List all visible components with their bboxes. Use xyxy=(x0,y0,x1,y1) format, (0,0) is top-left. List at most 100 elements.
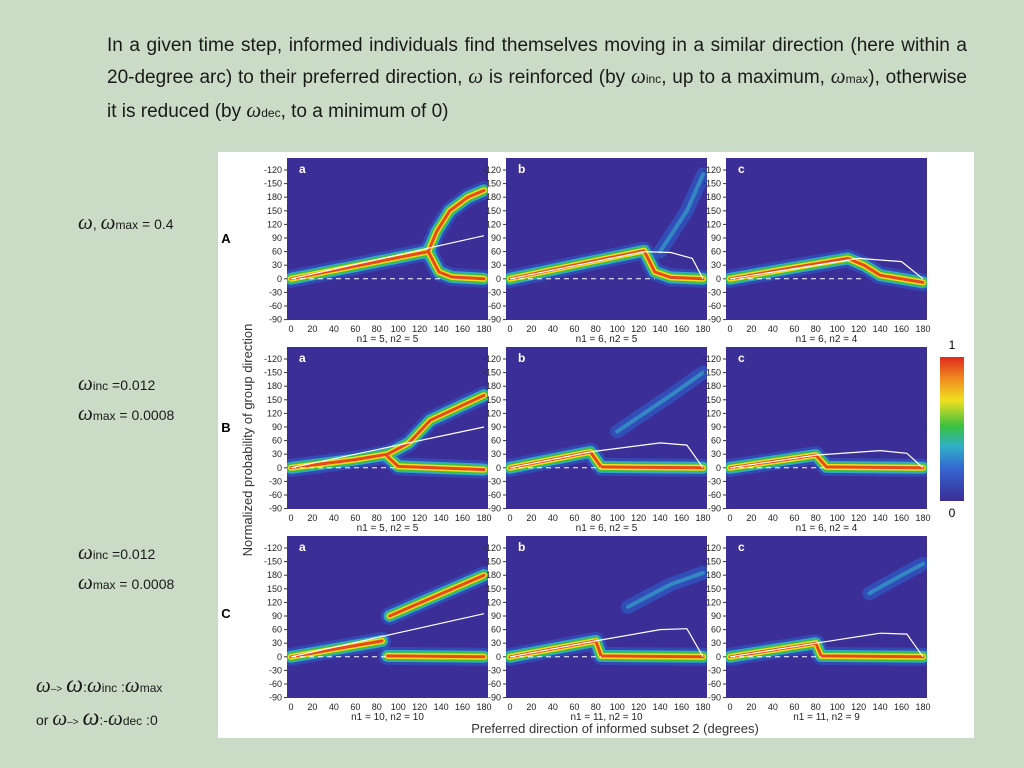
y-tick-label: 0 xyxy=(716,463,721,473)
x-tick-label: 60 xyxy=(350,324,360,334)
y-tick-label: 120 xyxy=(486,597,501,607)
y-tick-label: 180 xyxy=(706,192,721,202)
symbol: ω xyxy=(78,401,93,425)
symbol: ω xyxy=(36,673,51,697)
row-label: A xyxy=(221,231,231,246)
y-tick-label: 150 xyxy=(486,395,501,405)
x-tick-label: 60 xyxy=(569,702,579,712)
x-tick-label: 180 xyxy=(695,513,710,523)
x-tick-label: 180 xyxy=(915,324,930,334)
heatmap xyxy=(287,181,488,288)
y-tick-label: 120 xyxy=(706,219,721,229)
y-tick-label: 0 xyxy=(716,652,721,662)
x-tick-label: 160 xyxy=(674,702,689,712)
y-tick-label: 60 xyxy=(491,625,501,635)
x-tick-label: 180 xyxy=(915,702,930,712)
heatmap xyxy=(287,566,488,666)
y-tick-label: 120 xyxy=(706,597,721,607)
probability-band xyxy=(726,449,927,474)
y-tick-label: -150 xyxy=(264,557,282,567)
heatmap xyxy=(726,556,927,666)
x-tick-label: 140 xyxy=(873,702,888,712)
x-tick-label: 120 xyxy=(851,513,866,523)
annotation: ωinc =0.012 xyxy=(78,371,155,396)
y-tick-label: 30 xyxy=(491,449,501,459)
x-tick-label: 120 xyxy=(851,324,866,334)
x-tick-label: 80 xyxy=(811,513,821,523)
probability-band xyxy=(385,570,488,621)
y-tick-label: -30 xyxy=(269,476,282,486)
y-tick-label: 180 xyxy=(486,381,501,391)
panel-caption: n1 = 10, n2 = 10 xyxy=(351,712,424,723)
x-tick-label: 80 xyxy=(372,324,382,334)
x-tick-label: 20 xyxy=(307,324,317,334)
probability-band xyxy=(507,637,706,660)
x-tick-label: 40 xyxy=(329,702,339,712)
text: , xyxy=(92,216,101,232)
y-tick-label: -60 xyxy=(488,490,501,500)
white-line xyxy=(290,613,485,658)
text: :- xyxy=(99,712,108,728)
y-tick-label: 60 xyxy=(491,436,501,446)
text: : xyxy=(117,679,125,695)
white-line xyxy=(290,426,485,469)
heatmap xyxy=(287,386,488,479)
probability-band xyxy=(288,248,432,282)
x-tick-label: 0 xyxy=(288,702,293,712)
y-tick-label: 90 xyxy=(491,422,501,432)
y-tick-label: 0 xyxy=(277,652,282,662)
x-tick-label: 100 xyxy=(391,513,406,523)
y-tick-label: -120 xyxy=(703,354,721,364)
x-tick-label: 120 xyxy=(412,513,427,523)
panel-letter: a xyxy=(299,162,306,176)
probability-band xyxy=(508,639,705,659)
y-tick-label: 180 xyxy=(486,570,501,580)
x-tick-label: 120 xyxy=(631,702,646,712)
text: = 0.0008 xyxy=(115,576,175,592)
probability-band xyxy=(506,445,707,474)
probability-band xyxy=(287,636,387,662)
x-tick-label: 160 xyxy=(455,702,470,712)
white-line xyxy=(729,632,924,658)
x-tick-label: 20 xyxy=(746,324,756,334)
y-tick-label: -60 xyxy=(708,679,721,689)
y-tick-label: -150 xyxy=(483,557,501,567)
probability-band xyxy=(287,631,392,666)
panel-letter: c xyxy=(738,351,745,365)
y-tick-label: 120 xyxy=(267,597,282,607)
y-tick-label: -150 xyxy=(703,557,721,567)
subscript: max xyxy=(115,218,139,232)
y-tick-label: 90 xyxy=(491,611,501,621)
probability-band xyxy=(507,448,706,471)
y-tick-label: 30 xyxy=(711,449,721,459)
x-tick-label: 100 xyxy=(610,324,625,334)
y-tick-label: -90 xyxy=(488,504,501,514)
panel-caption: n1 = 11, n2 = 10 xyxy=(570,712,643,723)
y-tick-label: -150 xyxy=(483,368,501,378)
x-tick-label: 180 xyxy=(695,324,710,334)
y-tick-label: -60 xyxy=(269,301,282,311)
y-tick-label: 60 xyxy=(272,436,282,446)
subscript: inc xyxy=(92,548,109,562)
probability-band xyxy=(726,634,927,666)
panel-caption: n1 = 6, n2 = 5 xyxy=(576,334,638,345)
white-line xyxy=(509,442,704,469)
y-tick-label: 60 xyxy=(491,247,501,257)
subscript: max xyxy=(92,578,116,592)
text: =0.012 xyxy=(108,377,156,393)
probability-band xyxy=(508,450,705,470)
probability-band xyxy=(426,188,486,254)
probability-band xyxy=(383,651,488,662)
heatmap-background xyxy=(726,536,927,698)
x-tick-label: 0 xyxy=(507,702,512,712)
y-tick-label: 90 xyxy=(711,233,721,243)
y-tick-label: -150 xyxy=(264,368,282,378)
x-tick-label: 100 xyxy=(610,513,625,523)
probability-band xyxy=(386,654,486,659)
probability-band xyxy=(726,450,927,473)
x-tick-label: 60 xyxy=(789,513,799,523)
colorbar xyxy=(940,357,964,501)
faint-band xyxy=(610,365,707,439)
x-tick-label: 160 xyxy=(894,513,909,523)
probability-band xyxy=(380,566,488,625)
